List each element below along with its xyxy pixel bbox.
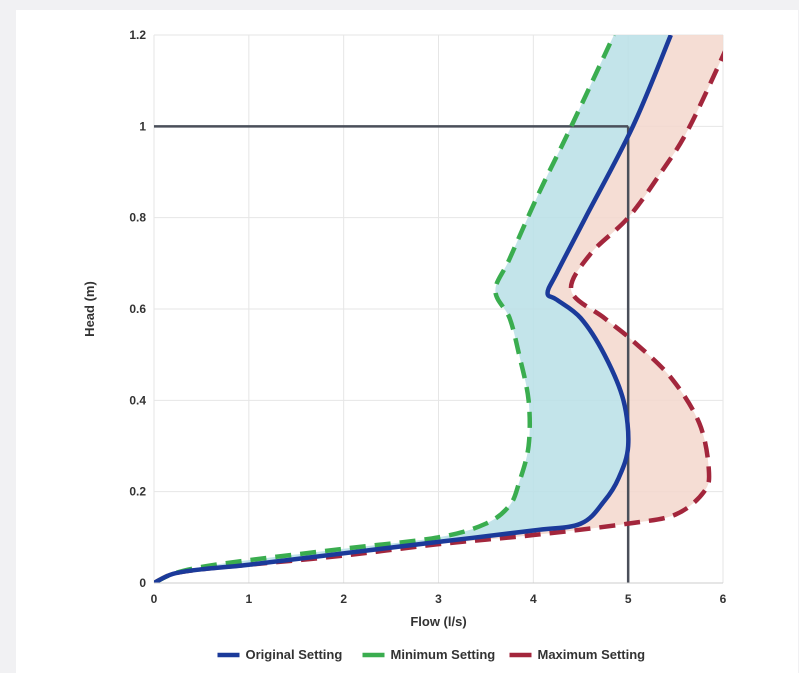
x-tick-label: 4 (530, 592, 537, 606)
legend-label: Original Setting (246, 647, 343, 662)
legend-label: Minimum Setting (391, 647, 496, 662)
series-lines (154, 35, 723, 583)
x-tick-label: 0 (151, 592, 158, 606)
x-tick-label: 3 (435, 592, 442, 606)
legend-label: Maximum Setting (538, 647, 646, 662)
y-tick-label: 0 (139, 576, 146, 590)
series-line-minimum-setting (154, 35, 616, 583)
y-tick-label: 1.2 (129, 28, 146, 42)
y-tick-label: 1 (139, 119, 146, 133)
legend: Original Setting Minimum Setting Maximum S… (217, 647, 646, 662)
head-flow-chart: 0 1 2 3 4 5 6 0 0.2 0.4 0.6 0.8 1 1.2 Flow (l/s) Head… (82, 28, 727, 662)
y-tick-label: 0.4 (129, 393, 146, 407)
y-axis-label: Head (m) (82, 281, 97, 337)
x-axis-label: Flow (l/s) (410, 614, 466, 629)
reference-lines (154, 125, 630, 583)
legend-item-minimum-setting: Minimum Setting (362, 647, 496, 662)
chart-card: 0 1 2 3 4 5 6 0 0.2 0.4 0.6 0.8 1 1.2 Flow (l/s) Head… (16, 10, 798, 673)
band-fill-1 (154, 35, 723, 583)
x-tick-label: 5 (625, 592, 632, 606)
x-tick-label: 1 (245, 592, 252, 606)
band-fill-0 (154, 35, 671, 583)
y-tick-label: 0.6 (129, 302, 146, 316)
y-tick-label: 0.2 (129, 485, 146, 499)
axes: 0 1 2 3 4 5 6 0 0.2 0.4 0.6 0.8 1 1.2 (129, 28, 726, 606)
y-tick-label: 0.8 (129, 211, 146, 225)
legend-item-original-setting: Original Setting (217, 647, 343, 662)
legend-item-maximum-setting: Maximum Setting (509, 647, 646, 662)
x-tick-label: 2 (340, 592, 347, 606)
band-fills (154, 35, 723, 583)
x-tick-label: 6 (720, 592, 727, 606)
series-line-original-setting (154, 35, 673, 583)
